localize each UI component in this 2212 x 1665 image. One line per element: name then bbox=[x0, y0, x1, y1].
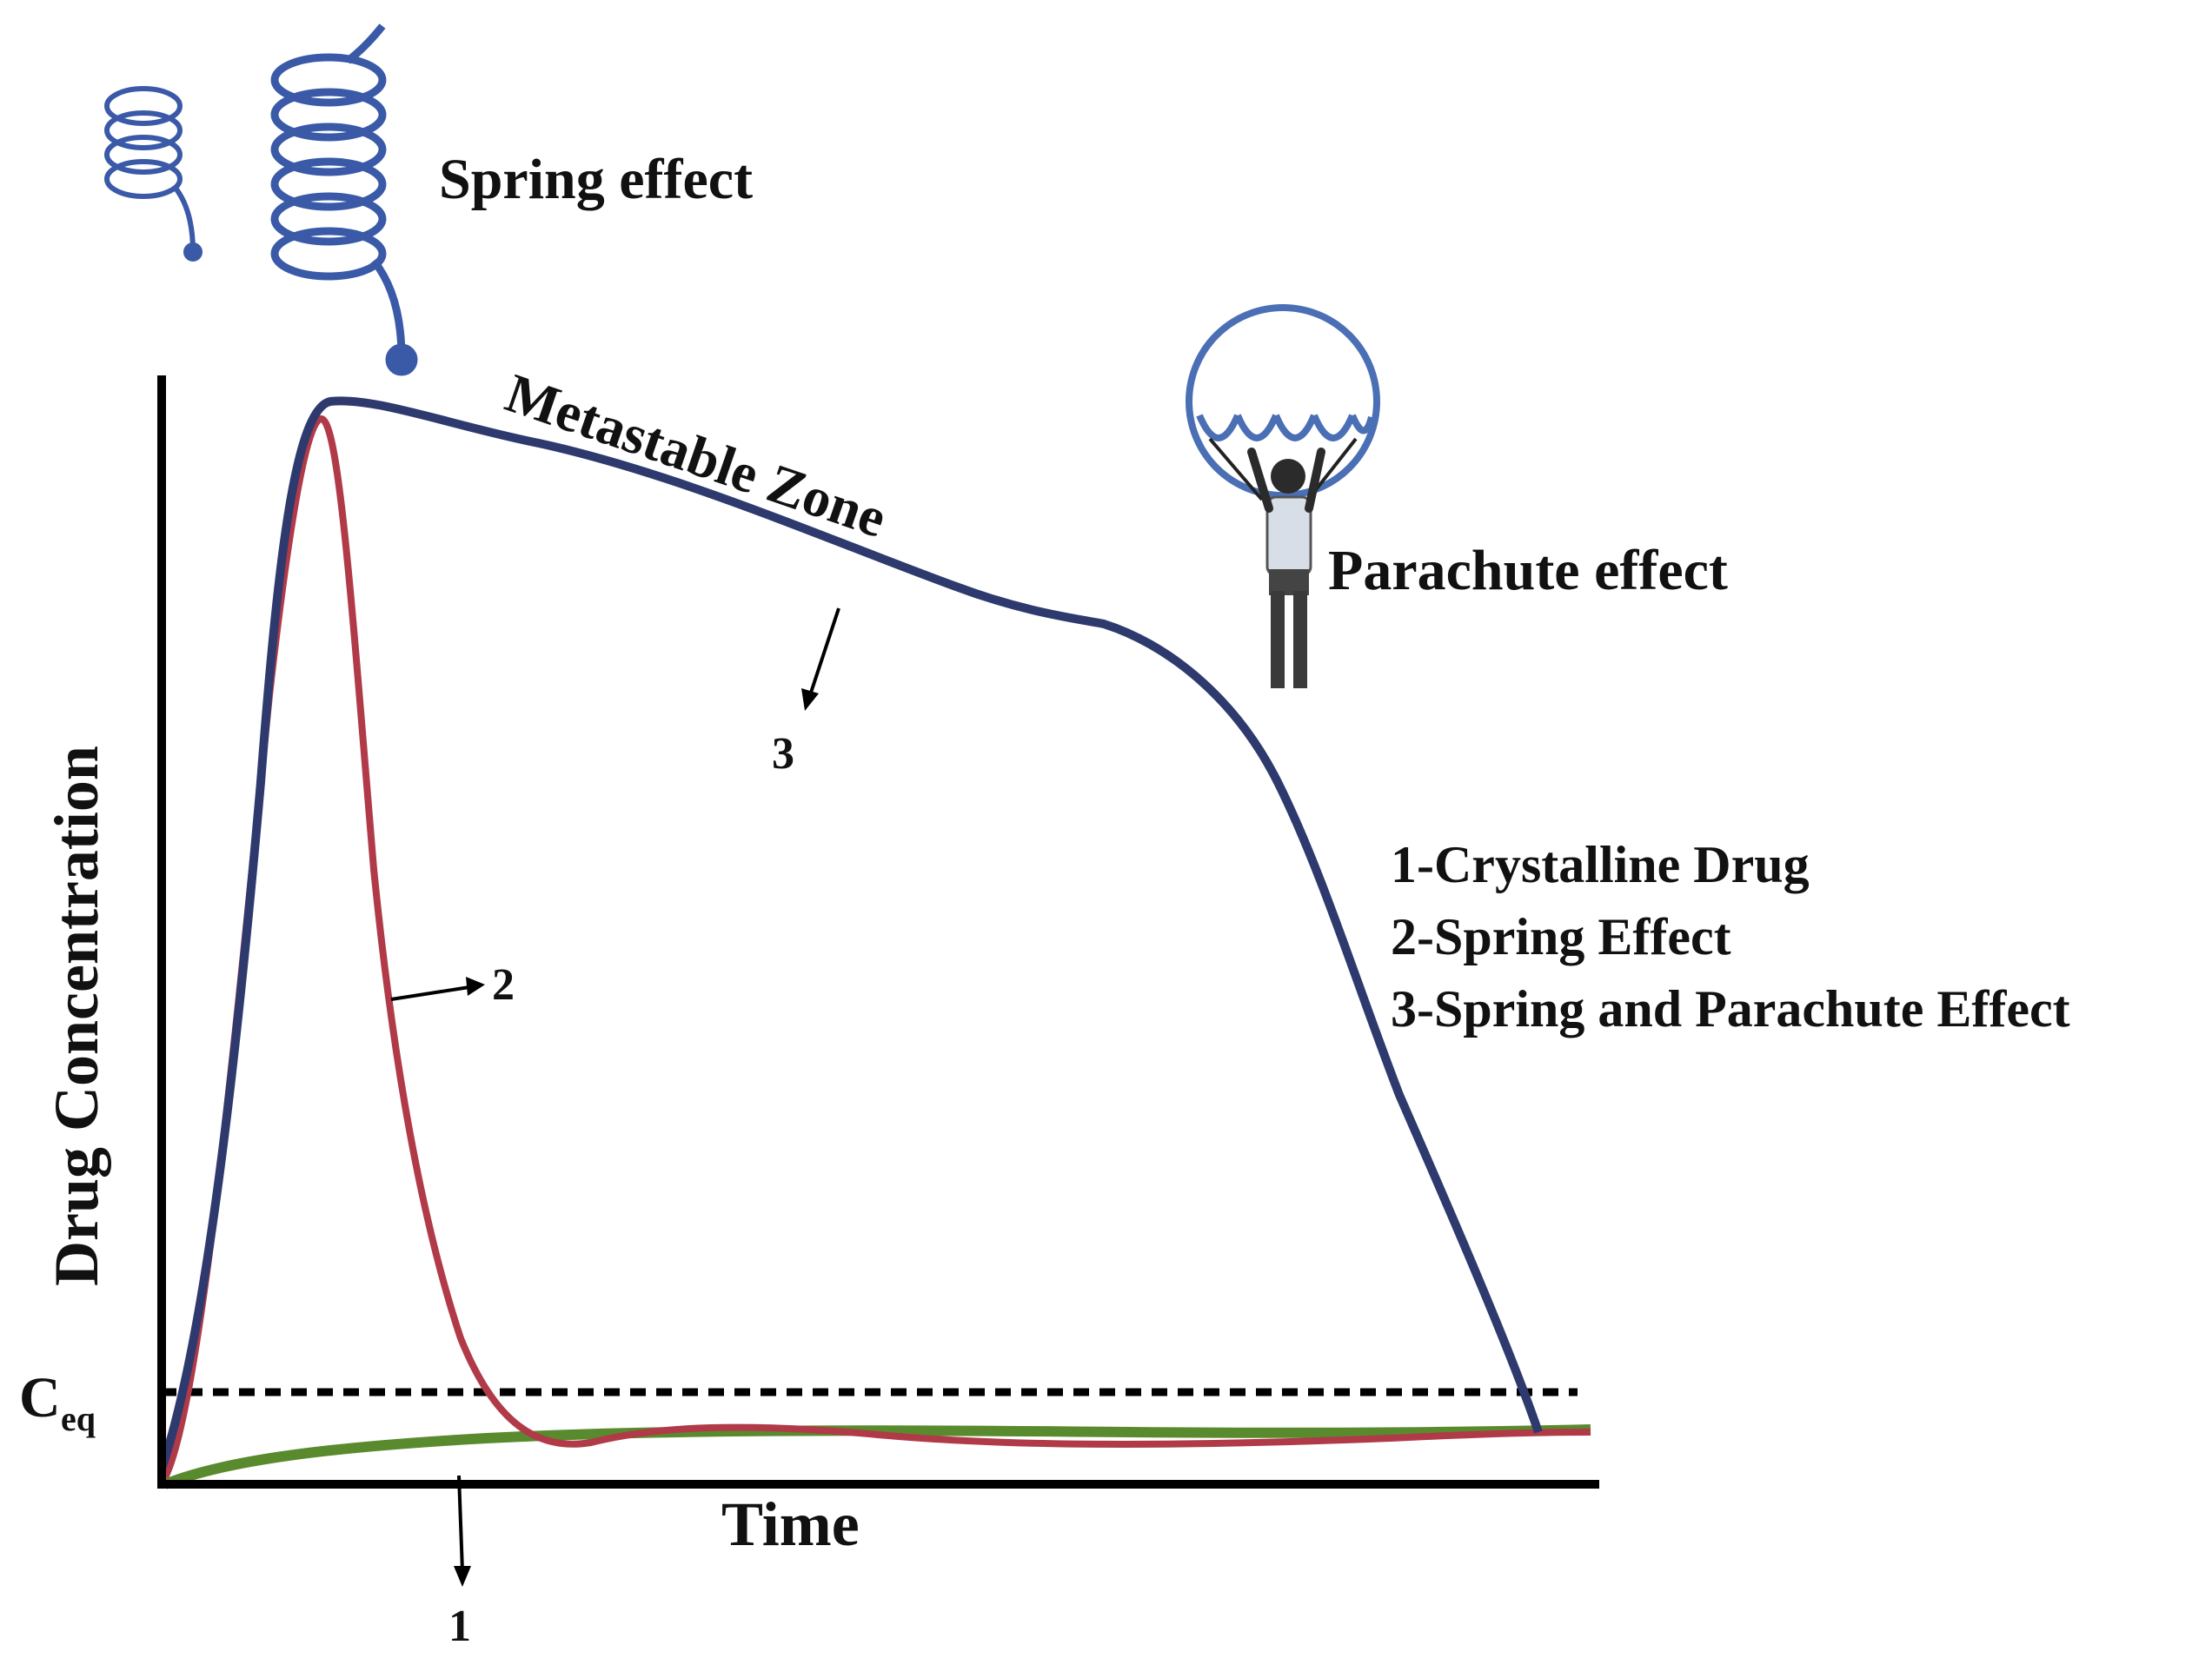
ceq-subscript: eq bbox=[61, 1399, 96, 1438]
x-axis-label: Time bbox=[721, 1489, 860, 1559]
marker-arrow-3 bbox=[801, 607, 840, 711]
curve-3-marker: 3 bbox=[772, 729, 794, 779]
person-icon bbox=[1247, 448, 1325, 688]
ceq-label: C bbox=[19, 1366, 61, 1430]
spring-effect-label: Spring effect bbox=[439, 148, 753, 211]
legend-item-2: 2-Spring Effect bbox=[1391, 908, 1731, 965]
metastable-zone-label: Metastable Zone bbox=[498, 362, 893, 549]
legend-item-3: 3-Spring and Parachute Effect bbox=[1391, 980, 2070, 1038]
marker-arrow-2 bbox=[390, 977, 485, 1001]
large-spring-icon bbox=[270, 23, 418, 376]
y-axis-label: Drug Concentration bbox=[42, 746, 111, 1286]
small-spring-icon bbox=[104, 86, 203, 262]
legend-item-1: 1-Crystalline Drug bbox=[1391, 836, 1810, 893]
curve-2-marker: 2 bbox=[492, 960, 515, 1010]
curve-1-marker: 1 bbox=[448, 1602, 471, 1651]
legend: 1-Crystalline Drug 2-Spring Effect 3-Spr… bbox=[1391, 836, 2070, 1038]
marker-arrow-1 bbox=[454, 1475, 471, 1587]
spring-and-parachute-curve bbox=[157, 396, 1543, 1470]
parachute-effect-label: Parachute effect bbox=[1328, 539, 1728, 602]
